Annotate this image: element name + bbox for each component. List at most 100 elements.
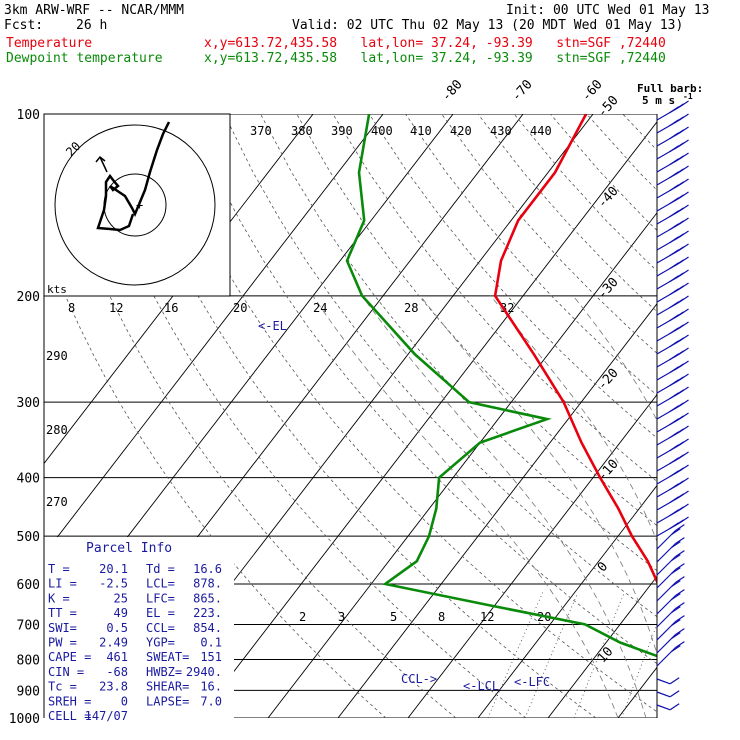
wind-barb — [656, 334, 689, 355]
parcel-info-cell: 147/07 — [85, 709, 128, 723]
barb-legend-title: Full barb: — [637, 82, 703, 95]
svg-text:3: 3 — [338, 610, 345, 624]
wind-barb — [656, 230, 689, 251]
wind-barb — [656, 615, 685, 641]
wind-barb — [656, 464, 689, 485]
parcel-info-cell: CAPE = — [48, 650, 91, 664]
svg-text:270: 270 — [46, 495, 68, 509]
wind-barb — [656, 516, 689, 537]
isotherm — [197, 121, 657, 718]
parcel-info-cell: 16.6 — [193, 562, 222, 576]
parcel-info-cell: LI = — [48, 577, 77, 591]
pressure-label-900: 900 — [17, 684, 40, 699]
wind-barb — [656, 100, 689, 121]
wind-barb — [656, 550, 685, 576]
dry-adiabat — [296, 114, 657, 527]
dewpoint-location: x,y=613.72,435.58 lat,lon= 37.24, -93.39… — [204, 51, 666, 66]
parcel-info-cell: -2.5 — [99, 577, 128, 591]
svg-text:440: 440 — [530, 124, 552, 138]
wind-barb — [656, 386, 689, 407]
dry-adiabat — [405, 114, 657, 396]
pressure-label-700: 700 — [17, 618, 40, 633]
parcel-info-cell: 2.49 — [99, 636, 128, 650]
level-markers: <-EL CCL-> <-LCL <-LFC — [258, 319, 550, 693]
moist-adiabat — [312, 295, 619, 718]
dry-adiabat — [223, 114, 657, 618]
parcel-info-cell: YGP= — [146, 636, 175, 650]
parcel-info-cell: 878. — [193, 577, 222, 591]
parcel-info-title: Parcel Info — [86, 541, 172, 556]
dry-adiabat — [695, 114, 740, 718]
parcel-info-cell: 16. — [200, 680, 222, 694]
storm-motion-marker: + — [136, 198, 143, 212]
parcel-info-cell: CCL= — [146, 621, 175, 635]
isotherm — [617, 666, 657, 718]
barb-legend-value: 5 m s — [642, 94, 675, 107]
wind-barb — [656, 503, 689, 524]
wind-barb — [656, 113, 689, 134]
hodograph-units: kts — [47, 283, 67, 296]
pressure-label-500: 500 — [17, 530, 40, 545]
parcel-info-cell: 23.8 — [99, 680, 128, 694]
svg-text:20: 20 — [233, 301, 247, 315]
parcel-info-cell: SWI= — [48, 621, 77, 635]
wind-barb — [656, 165, 689, 186]
hodograph-trace — [96, 121, 171, 232]
parcel-info-cell: Tc = — [48, 680, 77, 694]
parcel-info-cell: CELL = — [48, 709, 91, 723]
dewpoint-profile — [345, 114, 657, 658]
parcel-info-cell: 151 — [200, 650, 222, 664]
temperature-location: x,y=613.72,435.58 lat,lon= 37.24, -93.39… — [204, 36, 666, 51]
parcel-info-cell: 854. — [193, 621, 222, 635]
svg-text:430: 430 — [490, 124, 512, 138]
mixing-ratio-line — [524, 592, 579, 718]
wind-barb — [656, 490, 689, 511]
moist-adiabat — [361, 295, 647, 718]
forecast-hour: 26 h — [76, 18, 108, 33]
isotherm — [688, 114, 740, 718]
svg-text:390: 390 — [331, 124, 353, 138]
svg-text:8: 8 — [68, 301, 75, 315]
svg-text:28: 28 — [404, 301, 418, 315]
parcel-info-cell: -68 — [106, 665, 128, 679]
wind-barb — [656, 282, 689, 303]
dry-adiabat — [549, 114, 657, 231]
mixing-ratio-labels: 2 3 5 8 12 20 — [299, 610, 551, 624]
hodograph-ring-outer — [54, 124, 216, 286]
svg-text:280: 280 — [46, 423, 68, 437]
lcl-marker: <-LCL — [463, 679, 499, 693]
dry-adiabat — [659, 114, 740, 718]
wind-barb — [656, 412, 689, 433]
wind-barb — [656, 308, 689, 329]
wind-barb — [656, 425, 689, 446]
isotherm-label: -30 — [595, 275, 622, 302]
wind-barb — [656, 451, 689, 472]
svg-text:16: 16 — [164, 301, 178, 315]
isotherm — [407, 393, 657, 718]
temperature-profile — [493, 114, 657, 585]
isotherm-label: -70 — [509, 77, 536, 104]
parcel-info-cell: HWBZ= — [146, 665, 182, 679]
wind-barb — [656, 321, 689, 342]
pressure-label-600: 600 — [17, 578, 40, 593]
parcel-info-cell: Td = — [146, 562, 175, 576]
pressure-label-100: 100 — [17, 108, 40, 123]
parcel-info-cell: 0.1 — [200, 636, 222, 650]
parcel-info-cell: LAPSE= — [146, 694, 189, 708]
wind-barb — [656, 438, 689, 459]
parcel-info-cell: SHEAR= — [146, 680, 189, 694]
wind-barb — [656, 126, 689, 147]
wind-barb — [656, 243, 689, 264]
isotherm — [337, 302, 657, 718]
wind-barb — [656, 677, 680, 685]
parcel-info-cell: LCL= — [146, 577, 175, 591]
isotherm-label: -60 — [579, 77, 606, 104]
pressure-labels: 100 200 300 400 500 600 700 800 900 1000 — [9, 108, 40, 727]
parcel-info-box: Parcel Info T = 20.1 Td = 16.6 LI = -2.5 LCL= 8… — [44, 537, 234, 723]
wind-barb — [656, 602, 685, 628]
temperature-legend-label: Temperature — [6, 36, 93, 51]
parcel-info-cell: 0.5 — [106, 621, 128, 635]
svg-text:400: 400 — [371, 124, 393, 138]
wind-barb — [656, 563, 685, 589]
forecast-label: Fcst: — [4, 18, 44, 33]
